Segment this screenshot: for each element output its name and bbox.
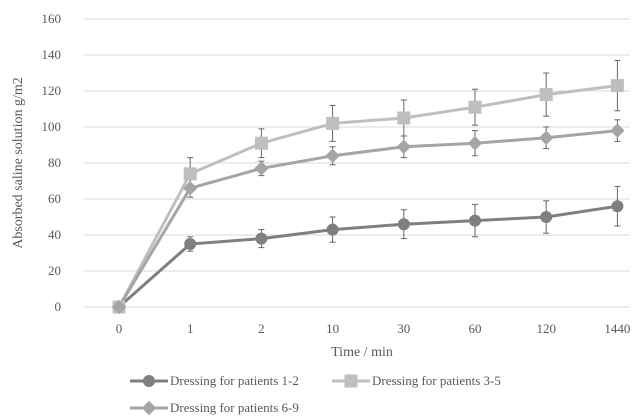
data-point-series-1 (397, 218, 410, 231)
data-point-series-3 (538, 130, 554, 146)
data-point-series-1 (540, 211, 553, 223)
y-tick-label: 120 (42, 83, 62, 98)
y-tick-label: 80 (48, 155, 61, 170)
legend: Dressing for patients 1-2 Dressing for pa… (130, 373, 501, 416)
y-axis-title: Absorbed saline solution g/m2 (11, 77, 26, 249)
legend-marker (143, 375, 155, 387)
series-line-2 (117, 84, 618, 308)
series-line-1 (118, 204, 618, 309)
x-tick-label: 1440 (604, 321, 630, 336)
legend-label: Dressing for patients 1-2 (170, 373, 299, 388)
y-tick-label: 0 (55, 299, 62, 314)
x-tick-label: 0 (116, 321, 123, 336)
data-point-series-1 (326, 223, 339, 236)
data-point-series-1 (469, 214, 481, 227)
series-line-3 (117, 129, 618, 308)
x-tick-label: 2 (258, 321, 265, 336)
y-axis-ticks: 0 20 40 60 80 100 120 140 160 (42, 11, 62, 314)
data-point-series-1 (611, 200, 624, 213)
data-point-series-2 (468, 100, 482, 114)
legend-item-1: Dressing for patients 1-2 (130, 373, 299, 388)
data-point-series-3 (325, 148, 340, 164)
legend-label: Dressing for patients 3-5 (372, 373, 501, 388)
legend-marker (344, 374, 358, 388)
series-lines (117, 84, 618, 309)
data-point-series-2 (326, 116, 340, 130)
x-tick-label: 60 (469, 321, 482, 336)
y-tick-label: 60 (48, 191, 61, 206)
legend-item-2: Dressing for patients 3-5 (332, 373, 501, 388)
data-point-series-1 (255, 232, 268, 245)
y-tick-label: 100 (42, 119, 62, 134)
data-point-series-3 (111, 299, 127, 315)
x-tick-label: 10 (326, 321, 339, 336)
data-point-series-3 (254, 161, 269, 176)
x-tick-label: 1 (187, 321, 194, 336)
data-point-series-2 (183, 167, 197, 181)
y-tick-label: 40 (48, 227, 61, 242)
x-tick-label: 120 (536, 321, 556, 336)
data-point-series-3 (610, 123, 625, 138)
x-axis-ticks: 0 1 2 10 30 60 120 1440 (116, 321, 631, 336)
y-tick-label: 20 (48, 263, 61, 278)
data-point-series-3 (467, 135, 483, 151)
data-point-series-1 (184, 238, 197, 250)
data-point-series-3 (396, 139, 412, 155)
data-point-series-2 (254, 136, 268, 150)
legend-label: Dressing for patients 6-9 (170, 400, 299, 415)
series-markers (111, 79, 625, 315)
y-tick-label: 140 (42, 47, 62, 62)
legend-marker (141, 400, 157, 416)
data-point-series-2 (610, 79, 624, 93)
x-tick-label: 30 (397, 321, 410, 336)
legend-item-3: Dressing for patients 6-9 (130, 400, 299, 416)
data-point-series-3 (182, 180, 198, 196)
data-point-series-2 (397, 111, 411, 125)
x-axis-title: Time / min (331, 345, 393, 360)
y-tick-label: 160 (42, 11, 62, 26)
gridlines (84, 18, 630, 308)
data-point-series-2 (539, 88, 553, 102)
